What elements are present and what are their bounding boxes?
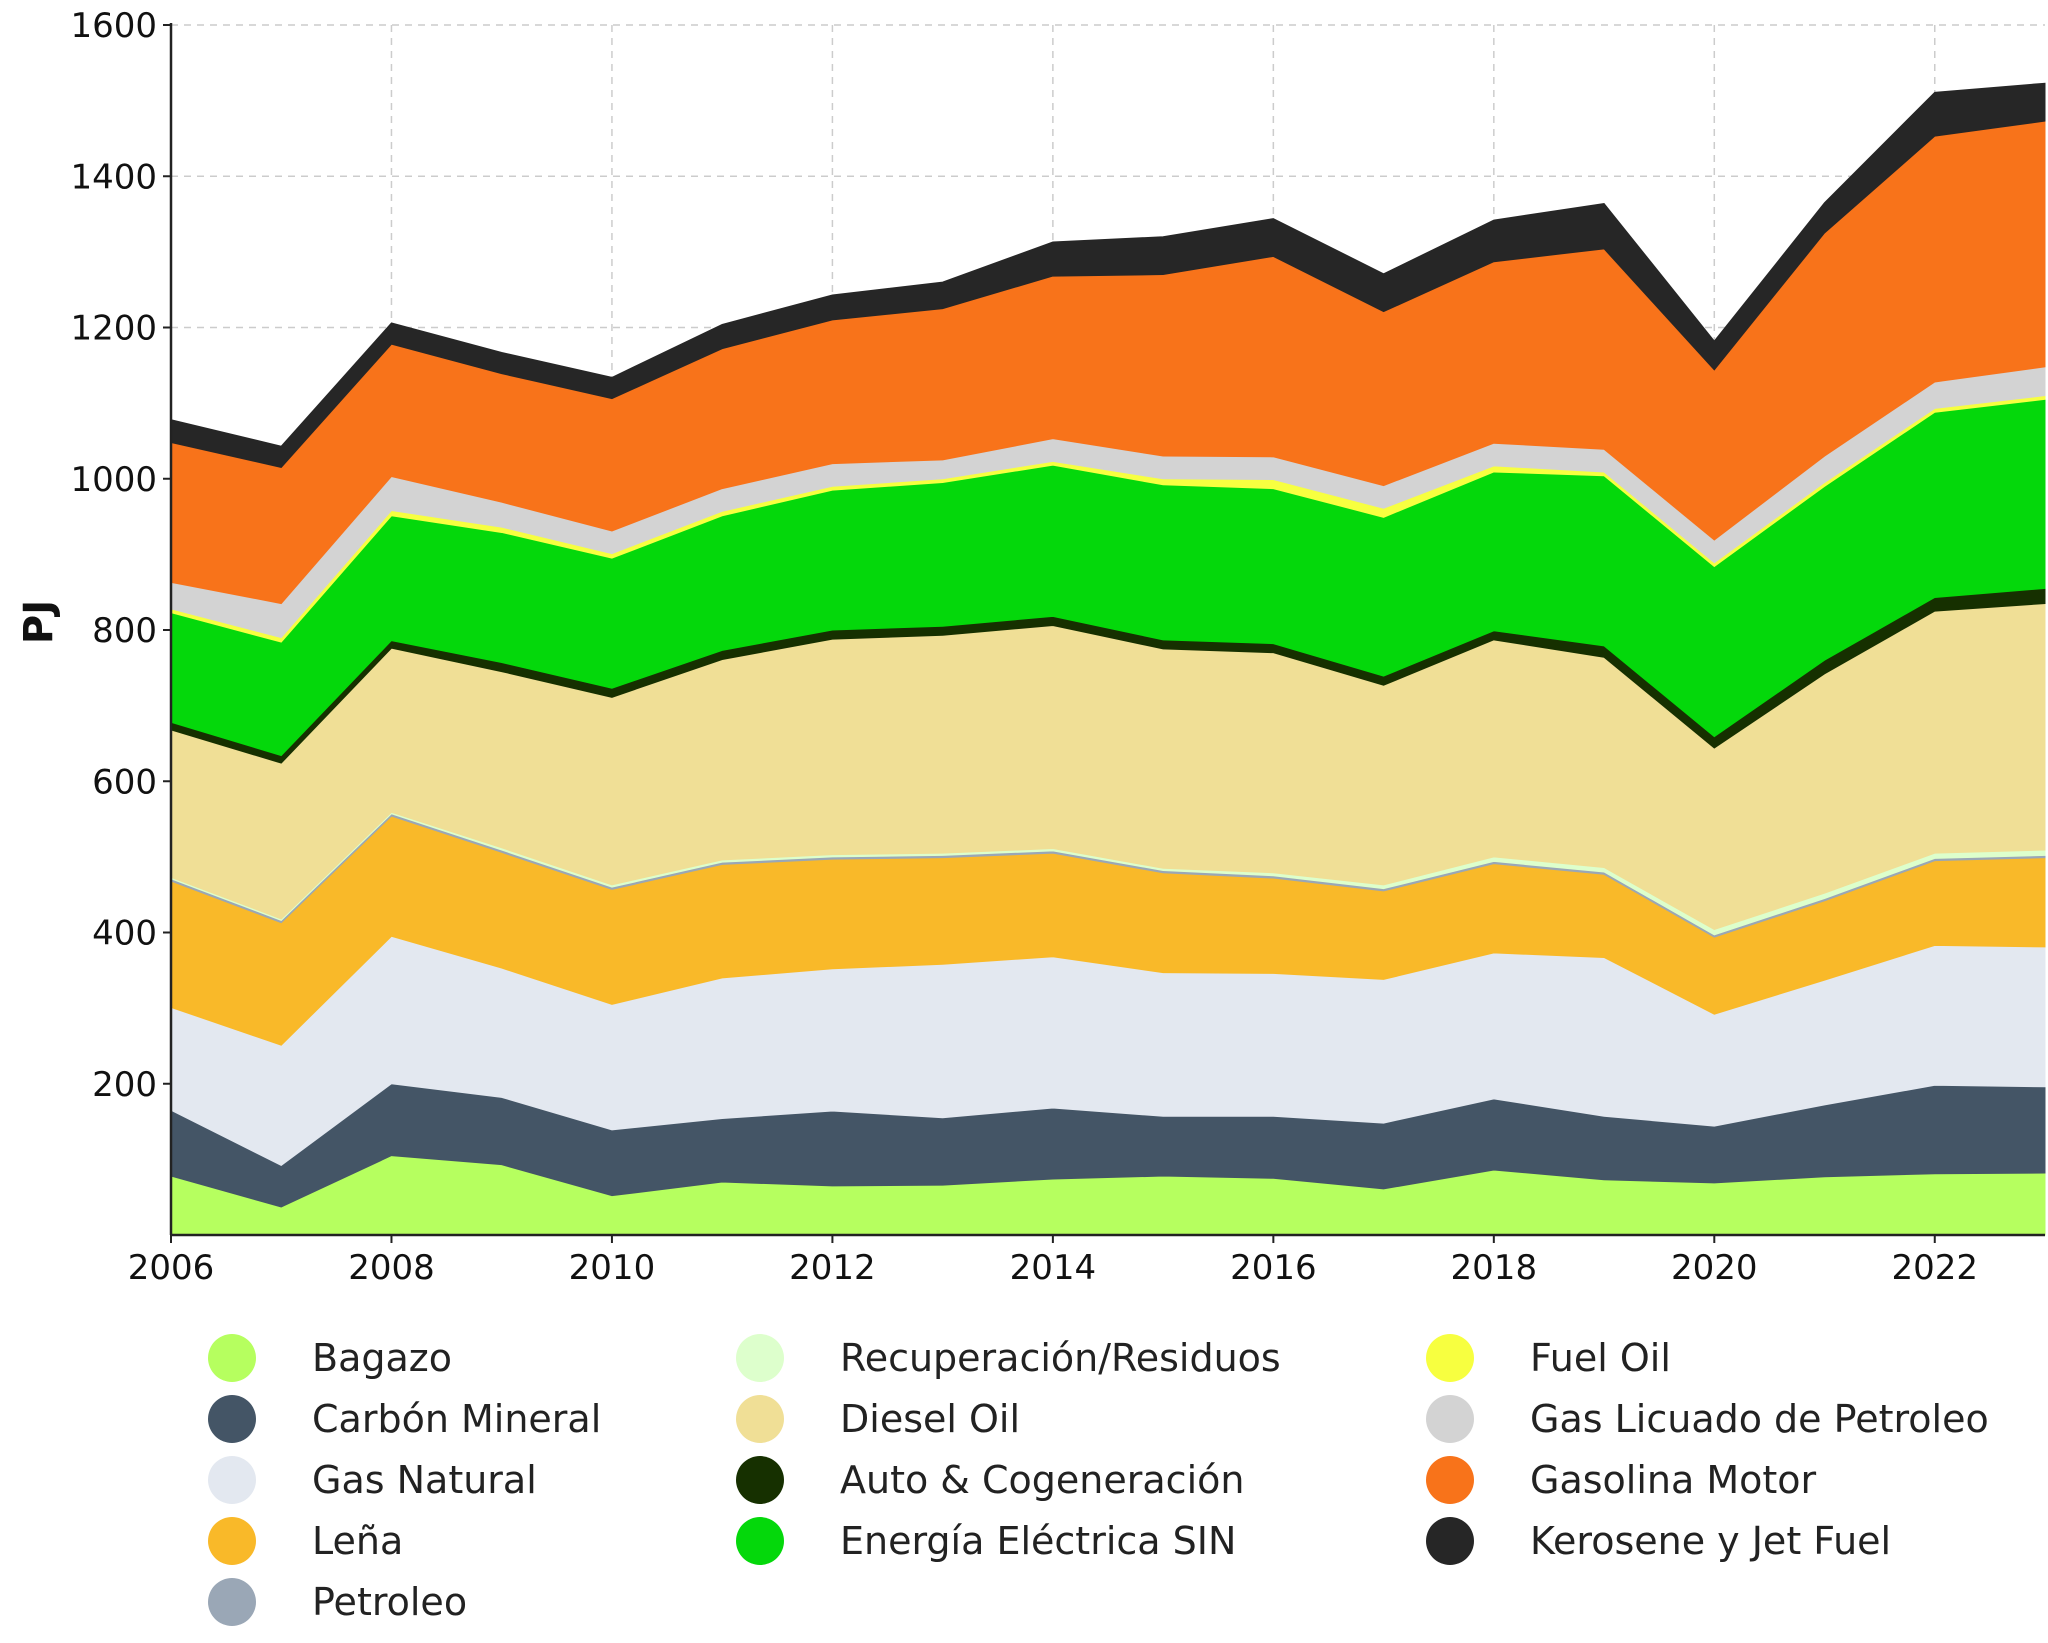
legend-label: Energía Eléctrica SIN — [840, 1519, 1236, 1563]
x-tick-label: 2016 — [1230, 1248, 1317, 1288]
legend-item: Kerosene y Jet Fuel — [1426, 1517, 1891, 1565]
legend-label: Recuperación/Residuos — [840, 1336, 1281, 1380]
y-tick-labels: 200 400 600 800 1000 1200 1400 1600 — [70, 6, 157, 1105]
legend-swatch — [1426, 1395, 1474, 1443]
legend-swatch — [1426, 1334, 1474, 1382]
legend-swatch — [208, 1395, 256, 1443]
y-tick-label: 200 — [92, 1065, 157, 1105]
legend-label: Petroleo — [312, 1580, 467, 1624]
legend-swatch — [1426, 1456, 1474, 1504]
legend-swatch — [208, 1517, 256, 1565]
y-tick-label: 1000 — [70, 460, 157, 500]
y-tick-label: 800 — [92, 611, 157, 651]
x-tick-label: 2008 — [348, 1248, 435, 1288]
legend-item: Carbón Mineral — [208, 1395, 601, 1443]
x-tick-label: 2022 — [1891, 1248, 1978, 1288]
x-tick-label: 2010 — [569, 1248, 656, 1288]
legend-item: Petroleo — [208, 1578, 467, 1626]
x-tick-label: 2020 — [1671, 1248, 1758, 1288]
x-tick-label: 2012 — [789, 1248, 876, 1288]
legend-label: Leña — [312, 1519, 403, 1563]
legend-label: Auto & Cogeneración — [840, 1458, 1244, 1502]
legend: Bagazo Carbón Mineral Gas Natural Leña Petro… — [208, 1334, 1989, 1626]
legend-swatch — [208, 1578, 256, 1626]
y-axis-label: PJ — [16, 600, 62, 644]
x-tick-label: 2006 — [128, 1248, 215, 1288]
legend-swatch — [1426, 1517, 1474, 1565]
legend-item: Gasolina Motor — [1426, 1456, 1817, 1504]
y-tick-label: 400 — [92, 914, 157, 954]
x-tick-labels: 2006 2008 2010 2012 2014 2016 2018 2020 2022 — [128, 1248, 1978, 1288]
legend-label: Diesel Oil — [840, 1397, 1020, 1441]
legend-label: Gas Natural — [312, 1458, 537, 1502]
legend-swatch — [736, 1395, 784, 1443]
legend-label: Kerosene y Jet Fuel — [1530, 1519, 1891, 1563]
legend-swatch — [736, 1334, 784, 1382]
y-tick-label: 1400 — [70, 157, 157, 197]
x-tick-label: 2014 — [1010, 1248, 1097, 1288]
legend-item: Energía Eléctrica SIN — [736, 1517, 1236, 1565]
legend-swatch — [208, 1456, 256, 1504]
legend-swatch — [736, 1517, 784, 1565]
y-tick-label: 600 — [92, 762, 157, 802]
y-tick-label: 1200 — [70, 309, 157, 349]
legend-item: Leña — [208, 1517, 403, 1565]
legend-item: Gas Natural — [208, 1456, 537, 1504]
legend-label: Gasolina Motor — [1530, 1458, 1817, 1502]
legend-item: Gas Licuado de Petroleo — [1426, 1395, 1989, 1443]
axes — [163, 23, 2045, 1243]
legend-item: Fuel Oil — [1426, 1334, 1671, 1382]
legend-item: Recuperación/Residuos — [736, 1334, 1281, 1382]
legend-label: Carbón Mineral — [312, 1397, 601, 1441]
legend-item: Bagazo — [208, 1334, 452, 1382]
legend-label: Bagazo — [312, 1336, 452, 1380]
y-tick-label: 1600 — [70, 6, 157, 46]
legend-item: Auto & Cogeneración — [736, 1456, 1244, 1504]
legend-swatch — [208, 1334, 256, 1382]
legend-label: Fuel Oil — [1530, 1336, 1671, 1380]
area-series — [170, 82, 2046, 1236]
x-tick-label: 2018 — [1451, 1248, 1538, 1288]
legend-label: Gas Licuado de Petroleo — [1530, 1397, 1989, 1441]
area-12 — [170, 82, 2046, 468]
legend-item: Diesel Oil — [736, 1395, 1020, 1443]
legend-swatch — [736, 1456, 784, 1504]
